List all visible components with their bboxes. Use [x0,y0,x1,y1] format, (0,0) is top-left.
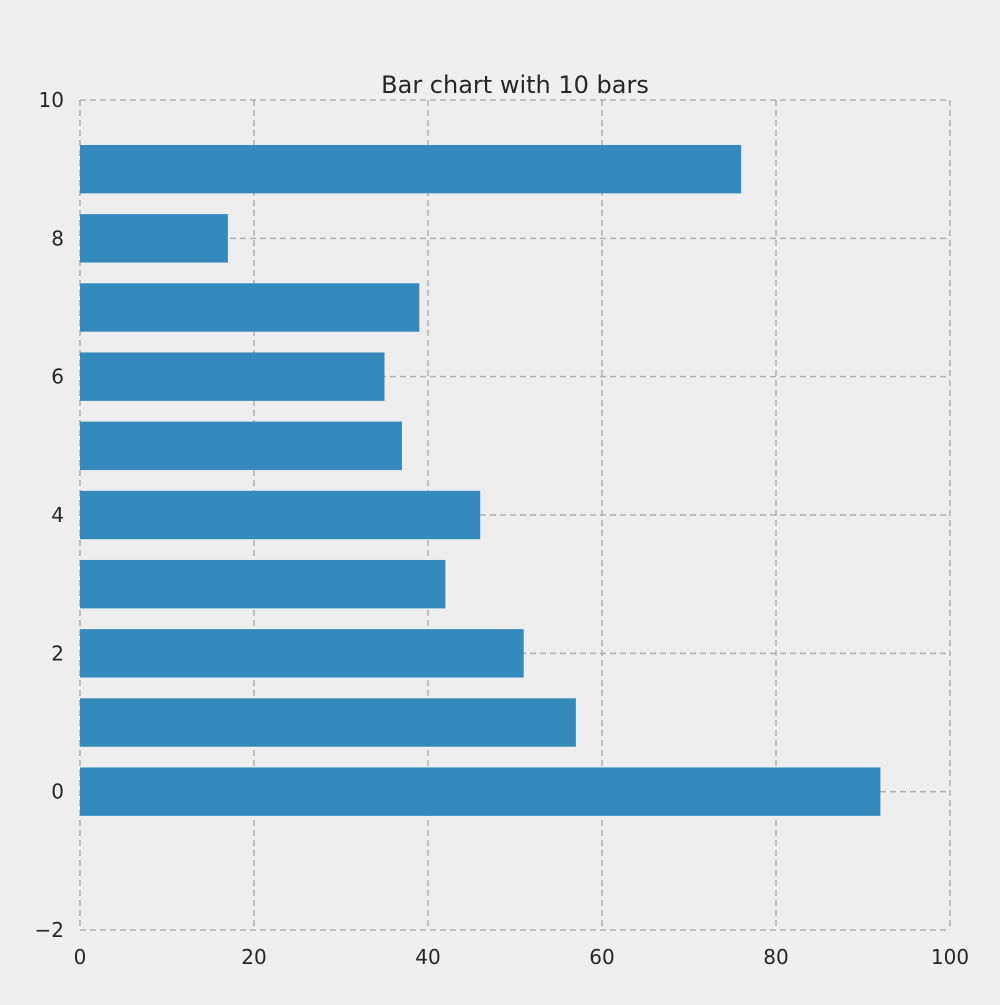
y-tick-label: 4 [51,503,64,527]
y-tick-label: 0 [51,780,64,804]
bar-8 [80,214,228,263]
bar-6 [80,352,385,401]
bar-7 [80,283,420,332]
x-tick-label: 40 [415,945,440,969]
chart-title: Bar chart with 10 bars [381,71,649,99]
bar-3 [80,559,446,609]
y-axis-ticks: −2 0 2 4 6 8 10 [35,88,64,942]
bar-1 [80,698,576,747]
y-tick-label: 6 [51,365,64,389]
bar-2 [80,629,524,678]
x-tick-label: 20 [241,945,266,969]
bars [80,144,881,816]
x-axis-ticks: 0 20 40 60 80 100 [74,945,969,969]
x-tick-label: 60 [589,945,614,969]
y-tick-label: 2 [51,641,64,665]
bar-5 [80,421,402,471]
bar-4 [80,490,481,540]
y-tick-label: 10 [39,88,64,112]
x-tick-label: 0 [74,945,87,969]
bar-9 [80,144,742,194]
y-tick-label: 8 [51,226,64,250]
x-tick-label: 100 [931,945,969,969]
x-tick-label: 80 [763,945,788,969]
y-tick-label: −2 [35,918,64,942]
bar-0 [80,767,881,816]
